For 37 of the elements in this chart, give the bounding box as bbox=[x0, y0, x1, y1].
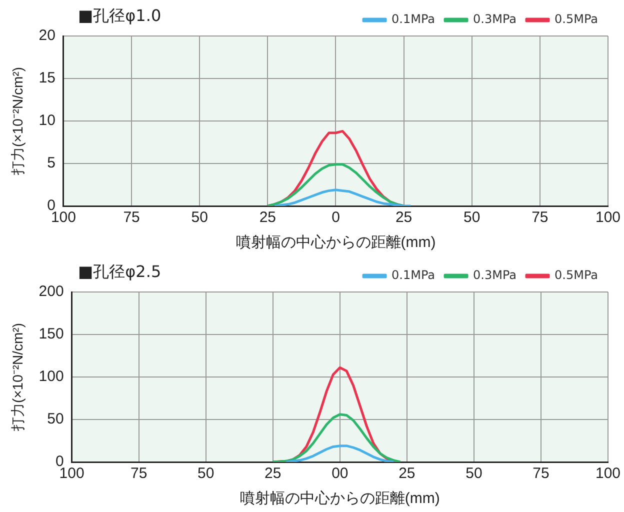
legend-label: 0.3MPa bbox=[473, 12, 517, 26]
x-tick-label: 50 bbox=[464, 209, 480, 226]
x-tick-label: 25 bbox=[264, 465, 282, 482]
x-tick-label: 0 bbox=[332, 209, 340, 226]
y-tick-label: 20 bbox=[38, 27, 56, 44]
x-tick-label: 100 bbox=[595, 209, 621, 226]
x-tick-label: 25 bbox=[259, 209, 276, 226]
y-tick-label: 15 bbox=[38, 70, 56, 87]
x-axis-title: 噴射幅の中心からの距離(mm) bbox=[236, 234, 436, 252]
x-tick-label: 75 bbox=[130, 465, 148, 482]
legend-label: 0.3MPa bbox=[473, 268, 517, 282]
x-tick-label: 75 bbox=[532, 209, 548, 226]
y-axis-title: 打力(×10⁻²N/cm²) bbox=[9, 322, 26, 432]
y-axis-title: 打力(×10⁻²N/cm²) bbox=[9, 66, 26, 176]
x-tick-label: 25 bbox=[398, 465, 416, 482]
legend-label: 0.5MPa bbox=[554, 12, 598, 26]
y-tick-label: 50 bbox=[47, 410, 64, 428]
x-tick-label: 75 bbox=[123, 209, 140, 226]
x-tick-label: 25 bbox=[395, 209, 412, 226]
y-tick-label: 200 bbox=[38, 283, 64, 300]
x-tick-label: 75 bbox=[532, 465, 550, 482]
y-tick-label: 150 bbox=[38, 326, 64, 343]
x-tick-label: 50 bbox=[191, 209, 208, 226]
chart-title: ■孔径φ2.5 bbox=[78, 262, 162, 283]
y-tick-label: 100 bbox=[38, 368, 64, 386]
x-tick-label: 50 bbox=[466, 465, 482, 482]
x-tick-label: 100 bbox=[59, 465, 84, 482]
x-axis-title: 噴射幅の中心からの距離(mm) bbox=[240, 490, 440, 508]
x-tick-label: 100 bbox=[595, 465, 621, 482]
legend-label: 0.5MPa bbox=[554, 268, 598, 282]
x-tick-label: 50 bbox=[198, 465, 214, 482]
x-tick-label: 00 bbox=[332, 465, 348, 482]
chart-title: ■孔径φ1.0 bbox=[78, 6, 162, 27]
y-tick-label: 5 bbox=[47, 154, 56, 172]
legend-label: 0.1MPa bbox=[392, 12, 436, 26]
legend-label: 0.1MPa bbox=[392, 268, 436, 282]
y-tick-label: 10 bbox=[38, 112, 56, 130]
